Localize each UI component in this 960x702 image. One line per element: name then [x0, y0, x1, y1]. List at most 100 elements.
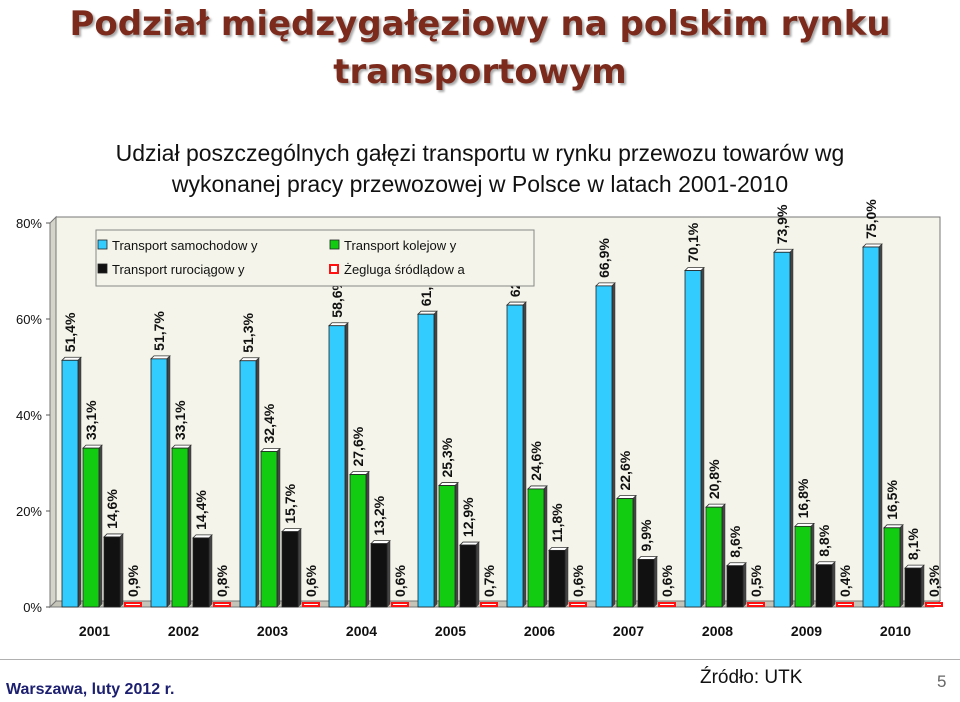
- legend-swatch: [97, 263, 108, 274]
- chart-title-line2: wykonanej pracy przewozowej w Polsce w l…: [171, 171, 789, 197]
- data-label: 24,6%: [528, 441, 544, 481]
- transport-share-chart: 0% 20% 40% 60% 80% 51,4% 33,1% 14,6% 0,9% 2001 51,…: [16, 199, 943, 639]
- x-tick-label: 2006: [524, 623, 555, 639]
- chart-title: Udział poszczególnych gałęzi transportu …: [60, 138, 900, 200]
- x-tick-label: 2001: [79, 623, 110, 639]
- bar-rurociagowy: [637, 559, 655, 608]
- bar-zegluga: [124, 602, 142, 607]
- data-label: 13,2%: [371, 495, 387, 535]
- bar-rurociagowy: [904, 567, 922, 608]
- bar-samochodowy: [684, 270, 702, 608]
- bar-kolejowy-side: [187, 444, 192, 608]
- data-label: 12,9%: [460, 497, 476, 537]
- bar-rurociagowy-side: [119, 533, 124, 608]
- data-label: 51,7%: [151, 311, 167, 351]
- bar-rurociagowy: [726, 565, 744, 608]
- data-label: 14,6%: [104, 489, 120, 529]
- bar-kolejowy: [171, 447, 189, 608]
- data-label: 8,6%: [727, 525, 743, 557]
- bar-zegluga: [925, 602, 943, 607]
- bar-samochodowy-side: [522, 301, 527, 608]
- data-label: 0,5%: [748, 565, 764, 597]
- bar-kolejowy-side: [276, 447, 281, 608]
- bar-samochodowy: [862, 246, 880, 608]
- bar-kolejowy: [438, 485, 456, 608]
- chart-title-line1: Udział poszczególnych gałęzi transportu …: [115, 140, 845, 166]
- data-label: 33,1%: [83, 400, 99, 440]
- data-label: 0,6%: [392, 565, 408, 597]
- bar-kolejowy-side: [721, 503, 726, 608]
- data-label: 66,9%: [596, 238, 612, 278]
- data-label: 0,6%: [659, 565, 675, 597]
- bar-samochodowy-side: [166, 355, 171, 608]
- bar-kolejowy-side: [454, 481, 459, 608]
- legend-swatch: [329, 239, 340, 250]
- legend-swatch: [329, 264, 339, 274]
- legend-label: Transport samochodow y: [112, 238, 258, 253]
- data-label: 14,4%: [193, 490, 209, 530]
- page-number: 5: [937, 672, 947, 691]
- data-label: 0,7%: [481, 565, 497, 597]
- data-label: 73,9%: [774, 204, 790, 244]
- y-tick-label: 20%: [16, 504, 42, 519]
- footer-date: Warszawa, luty 2012 r.: [6, 681, 175, 698]
- bar-kolejowy-side: [899, 524, 904, 608]
- bar-samochodowy: [150, 358, 168, 608]
- bar-samochodowy-side: [789, 248, 794, 608]
- x-tick-label: 2009: [791, 623, 822, 639]
- data-label: 27,6%: [350, 426, 366, 466]
- x-tick-label: 2003: [257, 623, 288, 639]
- data-label: 51,3%: [240, 313, 256, 353]
- slide-title-line1: Podział międzygałęziowy na polskim rynku: [69, 4, 891, 44]
- bar-kolejowy-side: [365, 470, 370, 608]
- bar-rurociagowy: [815, 564, 833, 608]
- bar-rurociagowy-side: [208, 534, 213, 608]
- legend-label: Żegluga śródlądow a: [344, 262, 465, 277]
- data-label: 58,6%: [329, 277, 345, 317]
- x-tick-label: 2007: [613, 623, 644, 639]
- bar-zegluga: [569, 602, 587, 607]
- data-label: 11,8%: [549, 503, 565, 542]
- footer-divider: [0, 659, 960, 660]
- bar-kolejowy: [705, 506, 723, 608]
- bar-kolejowy-side: [810, 522, 815, 608]
- bar-rurociagowy-side: [475, 541, 480, 608]
- data-label: 33,1%: [172, 400, 188, 440]
- bar-kolejowy: [260, 451, 278, 608]
- bar-samochodowy-side: [255, 357, 260, 608]
- data-label: 16,5%: [884, 480, 900, 520]
- legend-label: Transport kolejow y: [344, 238, 457, 253]
- x-tick-label: 2005: [435, 623, 466, 639]
- data-label: 0,6%: [303, 565, 319, 597]
- bar-rurociagowy: [548, 549, 566, 608]
- bar-samochodowy-side: [611, 282, 616, 608]
- bar-zegluga: [836, 602, 854, 607]
- bar-kolejowy: [794, 525, 812, 608]
- data-label: 8,1%: [905, 528, 921, 560]
- bar-rurociagowy: [281, 531, 299, 608]
- bar-zegluga: [302, 602, 320, 607]
- data-label: 0,3%: [926, 565, 942, 597]
- y-tick-label: 40%: [16, 408, 42, 423]
- data-label: 70,1%: [685, 222, 701, 262]
- bar-zegluga: [747, 602, 765, 607]
- bar-rurociagowy: [192, 537, 210, 608]
- data-label: 25,3%: [439, 437, 455, 477]
- y-tick-label: 60%: [16, 312, 42, 327]
- x-tick-label: 2008: [702, 623, 733, 639]
- bar-rurociagowy-side: [297, 528, 302, 608]
- data-label: 32,4%: [261, 403, 277, 443]
- y-tick-label: 0%: [23, 600, 42, 615]
- bar-kolejowy: [883, 527, 901, 608]
- bar-zegluga: [391, 602, 409, 607]
- x-tick-label: 2004: [346, 623, 377, 639]
- bar-kolejowy: [349, 474, 367, 608]
- data-label: 9,9%: [638, 519, 654, 551]
- data-label: 51,4%: [62, 312, 78, 352]
- bar-rurociagowy: [103, 536, 121, 608]
- bar-zegluga: [213, 602, 231, 607]
- bar-kolejowy-side: [98, 444, 103, 608]
- footer-source: Źródło: UTK: [700, 667, 803, 688]
- bar-rurociagowy-side: [831, 561, 836, 608]
- bar-rurociagowy-side: [920, 564, 925, 608]
